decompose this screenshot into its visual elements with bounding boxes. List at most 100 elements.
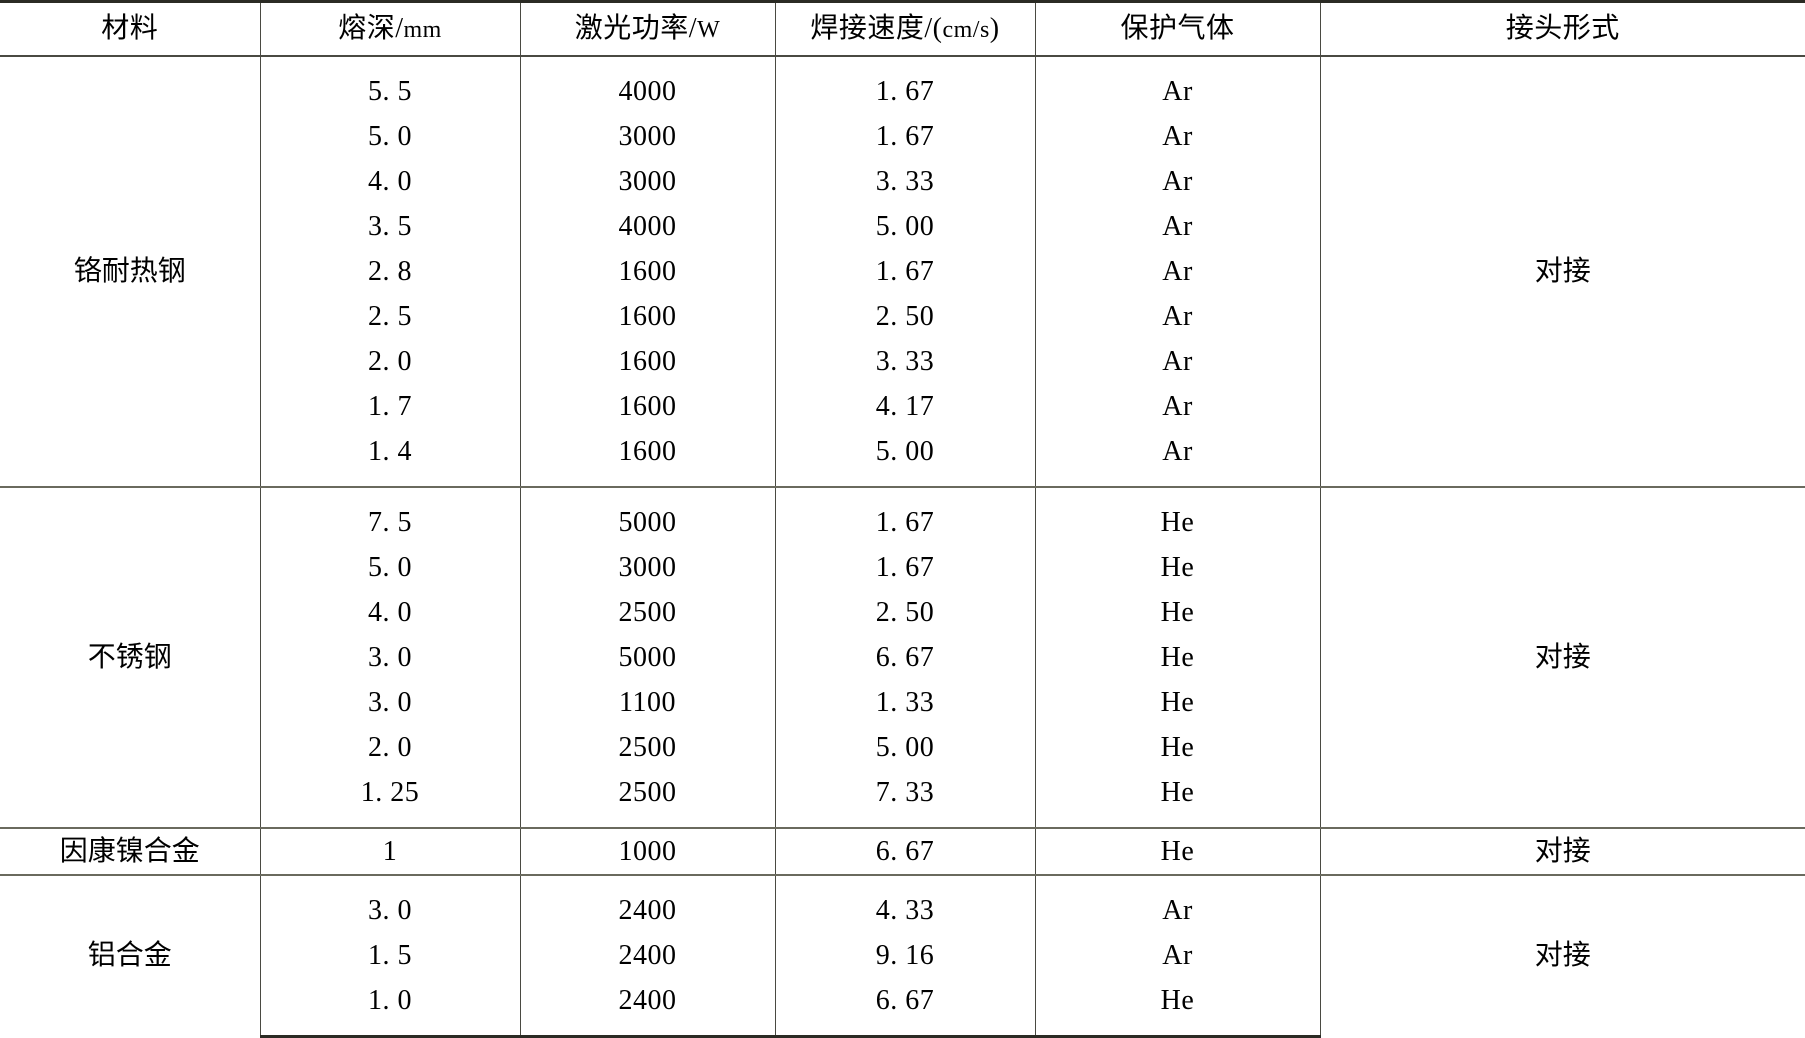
speed-value: 5. 00 bbox=[776, 213, 1035, 241]
column-header-speed-text: 焊接速度/( bbox=[810, 13, 942, 44]
gas-value: He bbox=[1036, 554, 1320, 582]
cell-power: 5000 bbox=[520, 500, 775, 545]
cell-depth: 1. 4 bbox=[260, 429, 520, 474]
cell-speed: 9. 16 bbox=[775, 933, 1035, 978]
column-header-depth-label: 熔深/mm bbox=[261, 15, 520, 43]
cell-power: 3000 bbox=[520, 545, 775, 590]
cell-depth: 1. 0 bbox=[260, 978, 520, 1023]
cell-depth: 4. 0 bbox=[260, 159, 520, 204]
speed-value: 4. 33 bbox=[776, 897, 1035, 925]
depth-value: 3. 0 bbox=[261, 644, 520, 672]
column-header-gas-label: 保护气体 bbox=[1036, 15, 1320, 43]
cell-gas: Ar bbox=[1035, 294, 1320, 339]
speed-value: 5. 00 bbox=[776, 734, 1035, 762]
power-value: 3000 bbox=[521, 168, 775, 196]
gas-value: He bbox=[1036, 509, 1320, 537]
column-header-speed-label: 焊接速度/(cm/s) bbox=[776, 15, 1035, 43]
cell-gas: He bbox=[1035, 500, 1320, 545]
power-value: 1600 bbox=[521, 348, 775, 376]
power-value: 2500 bbox=[521, 779, 775, 807]
cell-gas bbox=[1035, 487, 1320, 500]
cell-depth: 7. 5 bbox=[260, 500, 520, 545]
cell-depth: 2. 8 bbox=[260, 249, 520, 294]
cell-speed: 4. 17 bbox=[775, 384, 1035, 429]
depth-value: 1 bbox=[261, 838, 520, 866]
cell-speed: 1. 67 bbox=[775, 545, 1035, 590]
cell-depth: 5. 5 bbox=[260, 69, 520, 114]
cell-power: 1600 bbox=[520, 384, 775, 429]
cell-speed bbox=[775, 1023, 1035, 1037]
depth-value: 4. 0 bbox=[261, 168, 520, 196]
joint-label: 对接 bbox=[1321, 644, 1805, 672]
gas-value: Ar bbox=[1036, 393, 1320, 421]
joint-label: 对接 bbox=[1321, 838, 1805, 866]
speed-value: 1. 67 bbox=[776, 509, 1035, 537]
cell-depth bbox=[260, 1023, 520, 1037]
cell-speed: 7. 33 bbox=[775, 770, 1035, 815]
cell-gas: Ar bbox=[1035, 204, 1320, 249]
column-header-depth-text: 熔深/ bbox=[338, 13, 403, 44]
cell-gas: He bbox=[1035, 978, 1320, 1023]
cell-speed: 5. 00 bbox=[775, 725, 1035, 770]
cell-material: 不锈钢 bbox=[0, 487, 260, 828]
cell-speed: 1. 67 bbox=[775, 69, 1035, 114]
cell-depth bbox=[260, 815, 520, 828]
power-value: 5000 bbox=[521, 644, 775, 672]
cell-speed: 1. 33 bbox=[775, 680, 1035, 725]
depth-value: 1. 25 bbox=[261, 779, 520, 807]
gas-value: Ar bbox=[1036, 438, 1320, 466]
speed-value: 1. 67 bbox=[776, 554, 1035, 582]
cell-speed: 2. 50 bbox=[775, 590, 1035, 635]
cell-power: 2400 bbox=[520, 888, 775, 933]
cell-speed: 1. 67 bbox=[775, 114, 1035, 159]
depth-value: 7. 5 bbox=[261, 509, 520, 537]
cell-speed: 1. 67 bbox=[775, 500, 1035, 545]
cell-gas: Ar bbox=[1035, 249, 1320, 294]
depth-value: 5. 0 bbox=[261, 123, 520, 151]
cell-gas: Ar bbox=[1035, 888, 1320, 933]
cell-power: 1100 bbox=[520, 680, 775, 725]
cell-gas: He bbox=[1035, 635, 1320, 680]
power-value: 4000 bbox=[521, 213, 775, 241]
power-value: 3000 bbox=[521, 123, 775, 151]
cell-depth bbox=[260, 56, 520, 69]
cell-depth: 5. 0 bbox=[260, 114, 520, 159]
cell-gas: Ar bbox=[1035, 384, 1320, 429]
speed-value: 6. 67 bbox=[776, 987, 1035, 1015]
depth-value: 2. 5 bbox=[261, 303, 520, 331]
cell-power: 2500 bbox=[520, 770, 775, 815]
power-value: 1600 bbox=[521, 258, 775, 286]
cell-gas bbox=[1035, 1023, 1320, 1037]
cell-depth: 1. 5 bbox=[260, 933, 520, 978]
speed-value: 6. 67 bbox=[776, 838, 1035, 866]
power-value: 1100 bbox=[521, 689, 775, 717]
material-label: 因康镍合金 bbox=[0, 838, 260, 866]
speed-value: 6. 67 bbox=[776, 644, 1035, 672]
power-value: 1600 bbox=[521, 303, 775, 331]
column-header-depth: 熔深/mm bbox=[260, 2, 520, 57]
cell-power: 2500 bbox=[520, 590, 775, 635]
cell-power: 2400 bbox=[520, 933, 775, 978]
speed-value: 5. 00 bbox=[776, 438, 1035, 466]
cell-power: 1600 bbox=[520, 249, 775, 294]
gas-value: He bbox=[1036, 987, 1320, 1015]
cell-gas: He bbox=[1035, 770, 1320, 815]
cell-power bbox=[520, 474, 775, 487]
column-header-speed: 焊接速度/(cm/s) bbox=[775, 2, 1035, 57]
cell-joint: 对接 bbox=[1320, 487, 1805, 828]
cell-power: 4000 bbox=[520, 69, 775, 114]
cell-speed bbox=[775, 474, 1035, 487]
cell-power bbox=[520, 1023, 775, 1037]
cell-power: 3000 bbox=[520, 159, 775, 204]
gas-value: Ar bbox=[1036, 258, 1320, 286]
cell-speed bbox=[775, 487, 1035, 500]
cell-depth: 3. 0 bbox=[260, 635, 520, 680]
cell-depth: 4. 0 bbox=[260, 590, 520, 635]
gas-value: He bbox=[1036, 779, 1320, 807]
cell-depth: 2. 5 bbox=[260, 294, 520, 339]
cell-depth: 3. 0 bbox=[260, 888, 520, 933]
power-value: 2400 bbox=[521, 897, 775, 925]
cell-gas bbox=[1035, 815, 1320, 828]
